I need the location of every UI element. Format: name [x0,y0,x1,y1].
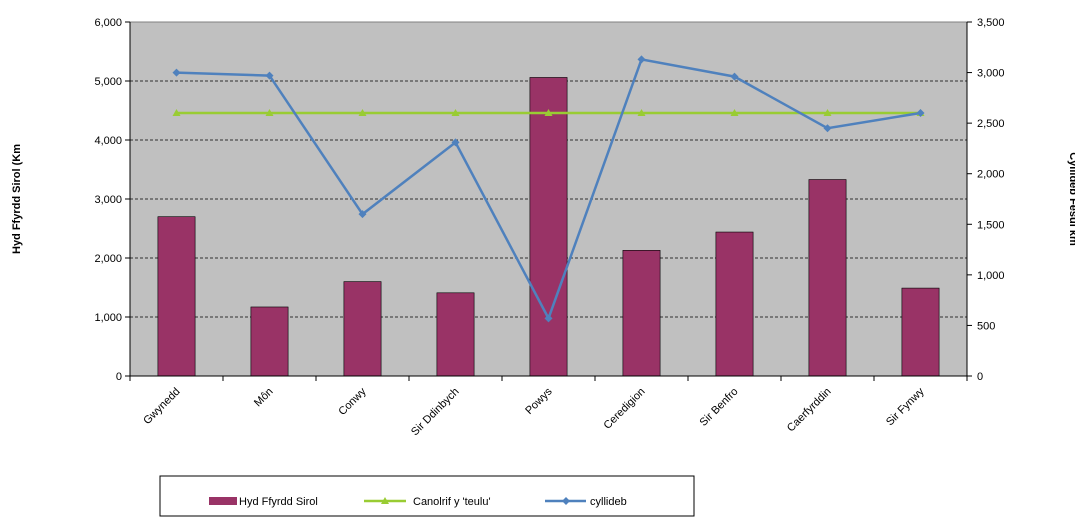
left-axis-tick-label: 2,000 [94,253,122,265]
category-label: Sir Ddinbych [409,386,462,439]
left-axis-ticks: 0 1,000 2,000 3,000 4,000 5,000 6,000 [94,17,130,383]
triangle-marker [265,109,274,117]
category-label: Gwynedd [141,386,182,427]
legend-label-bars: Hyd Ffyrdd Sirol [239,496,318,508]
legend-label-budget: cyllideb [590,496,627,508]
left-axis-tick-label: 0 [116,371,122,383]
category-label: Môn [252,386,276,410]
bar [250,306,289,377]
right-axis-tick-label: 3,500 [977,17,1005,29]
triangle-marker [172,109,181,117]
right-axis-tick-label: 2,000 [977,169,1005,181]
triangle-marker [451,109,460,117]
diamond-marker [172,68,181,77]
category-label: Ceredigion [602,386,648,432]
triangle-marker [637,109,646,117]
diamond-marker [730,72,739,81]
diamond-marker [265,71,274,80]
legend-box [159,475,695,517]
right-axis-tick-label: 2,500 [977,118,1005,130]
triangle-marker [730,109,739,117]
legend-marker-median [381,497,389,504]
bar [343,281,382,377]
category-label: Powys [523,385,555,417]
triangle-marker [358,109,367,117]
right-axis-tick-label: 3,000 [977,68,1005,80]
right-axis-ticks: 0 500 1,000 1,500 2,000 2,500 3,000 3,500 [967,17,1005,383]
bar [622,250,661,377]
category-label: Sir Benfro [698,386,741,429]
bar [436,292,475,377]
left-axis-tick-label: 6,000 [94,17,122,29]
left-axis-tick-label: 1,000 [94,312,122,324]
diamond-marker [637,55,646,64]
bars [157,77,940,377]
legend-swatch-bars [209,497,237,505]
right-axis-tick-label: 0 [977,371,983,383]
diamond-marker [544,314,553,323]
bar [715,231,754,377]
left-axis-title: Hyd Ffyrdd Sirol (Km [11,144,23,254]
category-label: Caerfyrddin [785,386,834,435]
diamond-marker [358,210,367,219]
category-label: Conwy [336,385,369,418]
series-lines [172,55,925,323]
category-axis-ticks: Gwynedd Môn Conwy Sir Ddinbych Powys Ceredigi… [129,376,968,439]
diamond-marker [451,138,460,147]
bar [529,77,568,377]
legend-label-median: Canolrif y 'teulu' [413,496,491,508]
category-label: Sir Fynwy [884,385,927,428]
diamond-marker [916,109,925,118]
triangle-marker [544,109,553,117]
left-axis-tick-label: 4,000 [94,135,122,147]
right-axis-tick-label: 1,000 [977,270,1005,282]
bar [901,287,940,377]
legend: Hyd Ffyrdd Sirol Canolrif y 'teulu' cyll… [159,475,695,517]
legend-marker-budget [562,497,570,505]
left-axis-tick-label: 3,000 [94,194,122,206]
right-axis-tick-label: 1,500 [977,219,1005,231]
left-axis-tick-label: 5,000 [94,76,122,88]
right-axis-title: Cyllideb Fesul km [1067,152,1075,246]
right-axis-tick-label: 500 [977,320,995,332]
diamond-marker [823,124,832,133]
bar [157,216,196,377]
bar [808,179,847,377]
triangle-marker [823,109,832,117]
